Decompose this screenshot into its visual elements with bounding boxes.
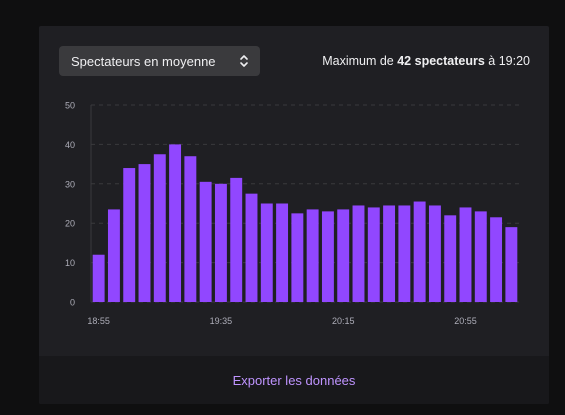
viewer-bar[interactable] <box>398 205 411 302</box>
viewer-bar[interactable] <box>107 209 120 302</box>
x-axis-labels: 18:55 19:35 20:15 20:55 <box>87 316 476 326</box>
y-tick-label: 20 <box>65 219 75 229</box>
viewer-bar[interactable] <box>92 254 105 302</box>
x-tick-label: 20:55 <box>454 316 477 326</box>
x-tick-label: 18:55 <box>87 316 110 326</box>
viewer-bar[interactable] <box>337 209 350 302</box>
viewer-bar[interactable] <box>214 183 227 302</box>
viewer-bar[interactable] <box>260 203 273 303</box>
summary-value: 42 spectateurs <box>397 54 485 68</box>
viewer-bar[interactable] <box>490 217 503 302</box>
summary-prefix: Maximum de <box>322 54 394 68</box>
summary-suffix: à 19:20 <box>488 54 530 68</box>
metric-dropdown[interactable]: Spectateurs en moyenne <box>59 46 260 76</box>
viewer-bar[interactable] <box>367 207 380 302</box>
y-axis-labels: 0 10 20 30 40 50 <box>65 101 75 308</box>
x-tick-label: 20:15 <box>332 316 355 326</box>
viewer-bar[interactable] <box>383 205 396 302</box>
viewer-bar[interactable] <box>474 211 487 302</box>
metric-dropdown-label: Spectateurs en moyenne <box>71 53 216 69</box>
y-tick-label: 0 <box>70 298 75 308</box>
viewer-bar[interactable] <box>245 193 258 302</box>
viewer-bar[interactable] <box>444 215 457 302</box>
viewer-bar[interactable] <box>169 144 182 302</box>
export-data-link[interactable]: Exporter les données <box>232 372 356 388</box>
viewer-bar[interactable] <box>184 156 197 302</box>
viewer-bar[interactable] <box>153 154 166 302</box>
viewer-bar[interactable] <box>138 164 151 302</box>
viewer-bar[interactable] <box>306 209 319 302</box>
max-viewers-summary: Maximum de 42 spectateurs à 19:20 <box>322 54 530 68</box>
x-tick-label: 19:35 <box>210 316 233 326</box>
viewer-bar[interactable] <box>291 213 304 302</box>
viewers-chart-card: Spectateurs en moyenne Maximum de 42 spe… <box>39 26 549 404</box>
viewer-bar[interactable] <box>428 205 441 302</box>
viewers-bar-chart: 0 10 20 30 40 50 18:55 19:35 20:15 20:55 <box>65 101 519 326</box>
viewer-bar[interactable] <box>123 168 136 302</box>
viewer-bar[interactable] <box>230 177 243 302</box>
viewer-bar[interactable] <box>276 203 289 303</box>
chart-bars <box>92 144 518 303</box>
viewer-bar[interactable] <box>352 205 365 302</box>
viewer-bar[interactable] <box>459 207 472 302</box>
y-tick-label: 50 <box>65 101 75 111</box>
y-tick-label: 10 <box>65 258 75 268</box>
card-footer: Exporter les données <box>39 356 549 404</box>
y-tick-label: 40 <box>65 140 75 150</box>
viewer-bar[interactable] <box>199 181 212 302</box>
viewer-bar[interactable] <box>413 201 426 302</box>
viewer-bar[interactable] <box>505 227 518 302</box>
chart-grid <box>90 104 519 303</box>
viewer-bar[interactable] <box>321 211 334 302</box>
chevron-up-down-icon <box>238 53 250 69</box>
y-tick-label: 30 <box>65 179 75 189</box>
